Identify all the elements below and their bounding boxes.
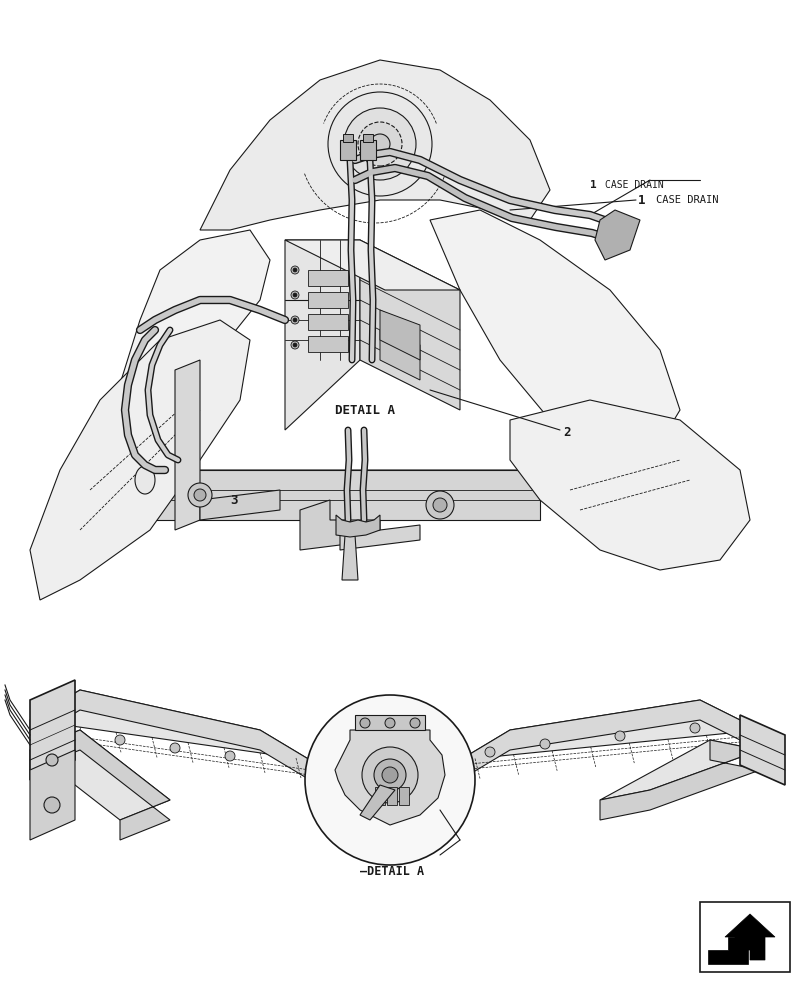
Circle shape xyxy=(115,735,125,745)
Polygon shape xyxy=(285,240,460,290)
Circle shape xyxy=(384,718,394,728)
Polygon shape xyxy=(599,740,759,800)
Polygon shape xyxy=(739,715,784,785)
Circle shape xyxy=(344,108,415,180)
Circle shape xyxy=(305,695,474,865)
Bar xyxy=(387,787,397,805)
Text: 1: 1 xyxy=(590,180,596,190)
Text: –DETAIL A: –DETAIL A xyxy=(359,865,423,878)
Polygon shape xyxy=(200,490,280,520)
Polygon shape xyxy=(175,360,200,530)
Polygon shape xyxy=(340,525,419,550)
Bar xyxy=(340,140,355,160)
Circle shape xyxy=(44,797,60,813)
Bar xyxy=(307,336,348,352)
Polygon shape xyxy=(200,60,549,230)
Bar xyxy=(363,134,372,142)
Circle shape xyxy=(328,92,431,196)
Polygon shape xyxy=(30,690,310,760)
Circle shape xyxy=(290,266,298,274)
Circle shape xyxy=(539,739,549,749)
Polygon shape xyxy=(460,700,759,760)
Circle shape xyxy=(381,767,397,783)
Polygon shape xyxy=(336,515,380,537)
Bar xyxy=(375,787,384,805)
Polygon shape xyxy=(30,730,169,820)
Polygon shape xyxy=(30,320,250,600)
Polygon shape xyxy=(335,730,444,825)
Polygon shape xyxy=(120,470,560,490)
Polygon shape xyxy=(341,535,358,580)
Circle shape xyxy=(484,747,495,757)
Polygon shape xyxy=(30,750,75,840)
Ellipse shape xyxy=(135,466,155,494)
Polygon shape xyxy=(380,310,419,360)
Circle shape xyxy=(370,134,389,154)
Polygon shape xyxy=(380,330,419,380)
Circle shape xyxy=(410,718,419,728)
Polygon shape xyxy=(30,680,75,780)
Circle shape xyxy=(359,718,370,728)
Polygon shape xyxy=(430,210,679,460)
Polygon shape xyxy=(509,400,749,570)
Circle shape xyxy=(358,122,401,166)
Polygon shape xyxy=(460,700,759,780)
Bar xyxy=(342,134,353,142)
Bar xyxy=(359,140,375,160)
Polygon shape xyxy=(707,937,747,964)
Circle shape xyxy=(426,491,453,519)
Circle shape xyxy=(290,341,298,349)
Circle shape xyxy=(169,743,180,753)
Bar xyxy=(307,270,348,286)
Bar xyxy=(699,902,789,972)
Circle shape xyxy=(689,723,699,733)
Circle shape xyxy=(293,293,297,297)
Circle shape xyxy=(290,291,298,299)
Circle shape xyxy=(293,343,297,347)
Text: CASE DRAIN: CASE DRAIN xyxy=(655,195,718,205)
Text: 1: 1 xyxy=(637,194,645,207)
Circle shape xyxy=(362,747,418,803)
Polygon shape xyxy=(594,210,639,260)
Circle shape xyxy=(194,489,206,501)
Text: 3: 3 xyxy=(230,493,237,506)
Circle shape xyxy=(46,754,58,766)
Text: CASE DRAIN: CASE DRAIN xyxy=(604,180,663,190)
Polygon shape xyxy=(599,740,759,820)
Polygon shape xyxy=(354,715,424,730)
Text: DETAIL A: DETAIL A xyxy=(335,403,394,416)
Polygon shape xyxy=(115,230,270,450)
Polygon shape xyxy=(285,240,359,430)
Bar xyxy=(398,787,409,805)
Circle shape xyxy=(614,731,624,741)
Polygon shape xyxy=(299,500,380,550)
Circle shape xyxy=(432,498,446,512)
Bar xyxy=(307,314,348,330)
Polygon shape xyxy=(120,470,539,520)
Circle shape xyxy=(293,318,297,322)
Bar xyxy=(307,292,348,308)
Ellipse shape xyxy=(79,496,101,524)
Circle shape xyxy=(374,759,406,791)
Polygon shape xyxy=(30,730,169,840)
Polygon shape xyxy=(359,785,394,820)
Circle shape xyxy=(188,483,212,507)
Polygon shape xyxy=(30,690,310,780)
Text: 2: 2 xyxy=(562,426,570,438)
Circle shape xyxy=(293,268,297,272)
Circle shape xyxy=(290,316,298,324)
Polygon shape xyxy=(724,914,774,960)
Polygon shape xyxy=(359,240,460,410)
Circle shape xyxy=(225,751,234,761)
